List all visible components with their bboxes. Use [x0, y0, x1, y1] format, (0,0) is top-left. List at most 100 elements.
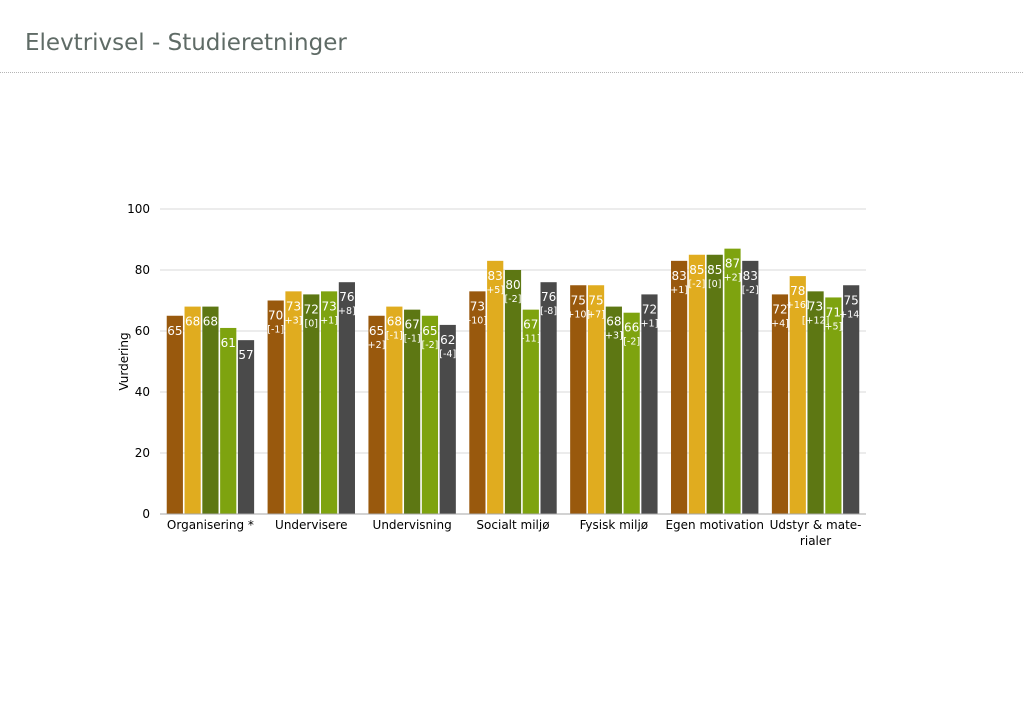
bar-change-label: [0] [708, 279, 721, 290]
x-category-label: Socialt miljø [476, 518, 549, 532]
bar-value-label: 75 [588, 293, 603, 307]
bar [671, 260, 688, 514]
bar-change-label: [+12] [802, 315, 829, 326]
bar-value-label: 75 [844, 293, 859, 307]
bar-value-label: 85 [689, 263, 704, 277]
bar [320, 291, 338, 514]
bar-value-label: 67 [405, 318, 420, 332]
bar-value-label: 65 [369, 324, 384, 338]
bar-value-label: 73 [470, 299, 485, 313]
axes: 0 20 40 60 80 100 Vurdering Organisering * Under… [117, 202, 866, 548]
bar [469, 291, 486, 514]
x-category-label: Fysisk miljø [580, 518, 649, 532]
bar-change-label: +3] [285, 315, 303, 326]
bar-change-label: +2] [724, 273, 742, 284]
bar-change-label: [-2] [688, 279, 705, 290]
bar-change-label: [-8] [540, 306, 557, 317]
bar-change-label: [-2] [742, 285, 759, 296]
bar-value-label: 78 [790, 284, 805, 298]
bar [386, 306, 403, 514]
bar-value-label: 85 [707, 263, 722, 277]
bar [368, 315, 385, 514]
bar-change-label: +16] [786, 300, 810, 311]
bar [807, 291, 824, 514]
bar-change-label: -11] [521, 334, 540, 345]
bar-value-label: 76 [339, 290, 354, 304]
bar-value-label: 68 [203, 315, 218, 329]
bar-value-label: 83 [488, 269, 503, 283]
bar-value-label: 73 [808, 299, 823, 313]
bar [487, 260, 504, 514]
bar [404, 309, 421, 514]
bar-value-label: 66 [624, 321, 639, 335]
x-category-label: Undervisere [275, 518, 347, 532]
bar [742, 260, 759, 514]
title-divider [0, 72, 1023, 73]
x-category-label: Undervisning [373, 518, 452, 532]
bar [267, 300, 284, 514]
bar [439, 324, 456, 514]
bar [587, 285, 605, 514]
y-tick-label: 80 [135, 263, 150, 277]
y-axis-label: Vurdering [117, 332, 131, 390]
y-tick-label: 0 [142, 507, 150, 521]
bar-value-label: 67 [523, 318, 538, 332]
bar-value-label: 68 [387, 315, 402, 329]
bar-change-label: +3] [605, 331, 623, 342]
bar-value-label: 72 [304, 302, 319, 316]
bar-change-label: +1] [641, 318, 659, 329]
bar [843, 285, 860, 514]
bar [303, 294, 320, 514]
bar-change-label: +5] [486, 285, 504, 296]
bar [724, 248, 741, 514]
bar [605, 306, 622, 514]
bar [623, 312, 640, 514]
bars [166, 248, 860, 514]
bar [771, 294, 789, 514]
bar-value-label: 65 [422, 324, 437, 338]
y-tick-label: 100 [127, 202, 150, 216]
bar [504, 270, 522, 514]
bar-value-label: 65 [167, 324, 182, 338]
bar-change-label: [-1] [404, 334, 421, 345]
y-tick-label: 40 [135, 385, 150, 399]
bar [540, 282, 557, 514]
y-tick-label: 60 [135, 324, 150, 338]
bar-change-label: +1] [670, 285, 688, 296]
bar-change-label: [-4] [439, 349, 456, 360]
bar [166, 315, 183, 514]
bar-value-label: 73 [321, 299, 336, 313]
bar [237, 340, 255, 514]
bar-change-label: +2] [368, 340, 386, 351]
bar [825, 297, 842, 514]
x-category-label: Organisering * [167, 518, 254, 532]
x-category-label: Egen motivation [665, 518, 764, 532]
x-category-label: rialer [800, 534, 831, 548]
bar [522, 309, 539, 514]
x-category-label: Udstyr & mate- [770, 518, 862, 532]
bar [202, 306, 219, 514]
bar-value-label: 57 [238, 348, 253, 362]
bar-value-label: 75 [571, 293, 586, 307]
bar-change-label: [-2] [421, 340, 438, 351]
y-tick-label: 20 [135, 446, 150, 460]
bar-value-label: 71 [826, 305, 841, 319]
bar-value-label: 72 [772, 302, 787, 316]
bar-change-label: +7] [587, 309, 605, 320]
bar [220, 327, 237, 514]
page-title: Elevtrivsel - Studieretninger [25, 30, 347, 56]
bar [641, 294, 658, 514]
bar [688, 254, 706, 514]
bar-value-label: 62 [440, 333, 455, 347]
bar-change-label: [-1] [267, 325, 284, 336]
bar-value-label: 73 [286, 299, 301, 313]
bar-value-label: 76 [541, 290, 556, 304]
bar-change-label: [-1] [386, 331, 403, 342]
bar-change-label: [-2] [505, 294, 522, 305]
bar [184, 306, 201, 514]
bar [421, 315, 439, 514]
bar-value-label: 68 [185, 315, 200, 329]
bar [285, 291, 302, 514]
